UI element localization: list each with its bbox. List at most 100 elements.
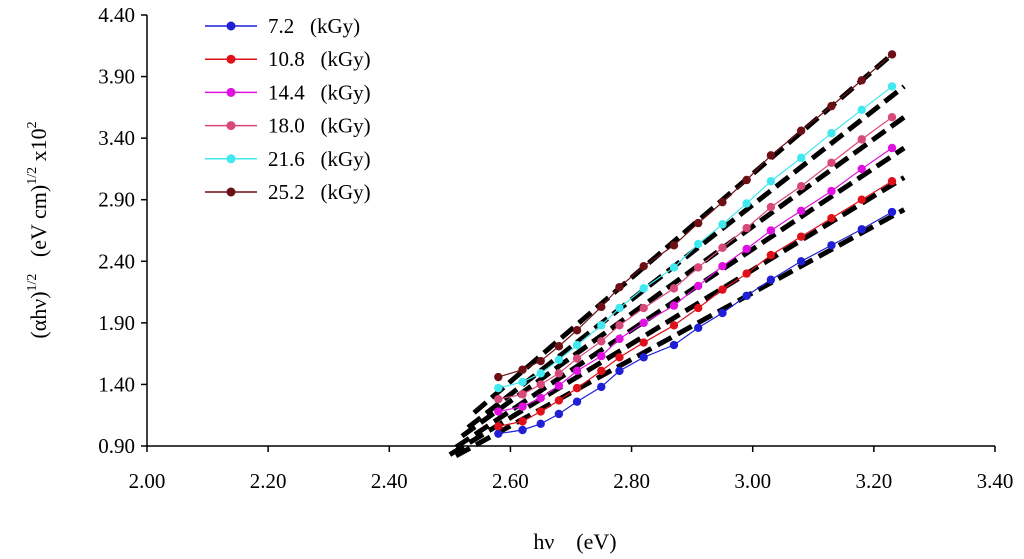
legend-label: 25.2 (kGy) xyxy=(268,180,371,204)
legend-label: 21.6 (kGy) xyxy=(268,147,371,171)
fit-line-1 xyxy=(454,207,906,459)
y-tick-label: 1.90 xyxy=(98,311,135,335)
data-point xyxy=(518,402,527,411)
y-title-sup-1: 1/2 xyxy=(25,274,40,292)
legend-marker xyxy=(226,21,236,31)
legend-label: 7.2 (kGy) xyxy=(268,14,360,38)
legend-label: 14.4 (kGy) xyxy=(268,80,371,104)
data-point xyxy=(827,101,836,111)
data-point xyxy=(796,257,806,266)
legend-marker xyxy=(226,187,236,197)
legend-marker xyxy=(226,87,236,97)
data-point xyxy=(536,356,545,366)
data-point xyxy=(494,422,503,431)
data-point xyxy=(742,269,751,278)
data-point xyxy=(766,177,776,186)
y-title-part-2: (eV cm) xyxy=(26,185,51,257)
data-point xyxy=(766,226,776,235)
data-point xyxy=(694,218,703,228)
x-tick-label: 2.20 xyxy=(250,469,287,493)
data-point xyxy=(742,223,751,233)
svg-text:(αhν)1/2 (eV cm)1/2 x102: (αhν)1/2 (eV cm)1/2 x102 xyxy=(25,121,51,338)
data-point xyxy=(572,354,582,363)
legend-item: 10.8 (kGy) xyxy=(205,47,371,71)
data-point xyxy=(718,197,727,207)
data-point xyxy=(742,175,751,185)
data-point xyxy=(669,284,679,293)
y-tick-label: 3.40 xyxy=(98,126,135,150)
data-point xyxy=(766,202,776,212)
data-point xyxy=(554,355,564,364)
data-point xyxy=(766,151,776,160)
x-tick-label: 2.00 xyxy=(129,469,166,493)
tick-labels: 2.00 2.20 2.40 2.60 2.80 3.00 3.20 3.40 0.90 1.40… xyxy=(98,3,1013,493)
data-point xyxy=(718,243,727,252)
data-point xyxy=(669,241,679,250)
y-tick-label: 4.40 xyxy=(98,3,135,27)
data-point xyxy=(796,206,806,215)
data-point xyxy=(494,383,503,393)
data-point xyxy=(597,366,606,376)
series-5 xyxy=(494,82,897,393)
data-point xyxy=(572,326,582,335)
y-tick-label: 0.90 xyxy=(98,434,135,458)
data-point xyxy=(669,321,679,330)
x-tick-label: 3.20 xyxy=(855,469,892,493)
data-point xyxy=(615,282,624,292)
y-title-part-1: (αhν) xyxy=(26,291,51,338)
data-point xyxy=(766,275,776,284)
data-point xyxy=(536,393,545,403)
legend-marker xyxy=(226,54,236,64)
data-point xyxy=(639,318,648,328)
data-point xyxy=(718,285,727,294)
legend-marker xyxy=(226,154,236,164)
y-tick-label: 2.90 xyxy=(98,188,135,212)
y-tick-label: 1.40 xyxy=(98,372,135,396)
x-tick-label: 3.00 xyxy=(734,469,771,493)
data-point xyxy=(887,207,897,217)
data-point xyxy=(639,338,648,347)
data-point xyxy=(494,407,503,416)
data-point xyxy=(536,419,545,429)
data-point xyxy=(669,340,679,350)
data-point xyxy=(718,220,727,229)
data-point xyxy=(554,342,564,351)
data-point xyxy=(494,372,503,382)
fit-line-4 xyxy=(460,115,906,439)
data-point xyxy=(857,135,866,144)
series-3 xyxy=(494,143,897,416)
data-point xyxy=(796,181,806,191)
data-point xyxy=(554,369,564,378)
data-point xyxy=(554,381,564,390)
y-title-sup-2: 1/2 xyxy=(25,167,40,185)
data-point xyxy=(518,365,527,374)
data-point xyxy=(494,395,503,404)
data-series xyxy=(494,50,897,438)
data-point xyxy=(742,291,751,300)
series-6 xyxy=(494,50,897,382)
data-point xyxy=(639,303,648,313)
data-point xyxy=(766,250,776,260)
data-point xyxy=(536,380,545,389)
x-axis-title: hν (eV) xyxy=(533,529,616,554)
legend-item: 21.6 (kGy) xyxy=(205,147,371,171)
data-point xyxy=(615,353,624,362)
data-point xyxy=(572,397,582,406)
data-point xyxy=(518,417,527,426)
data-point xyxy=(718,308,727,318)
data-point xyxy=(597,382,606,392)
data-point xyxy=(694,263,703,272)
data-point xyxy=(615,366,624,376)
x-tick-label: 2.40 xyxy=(371,469,408,493)
data-point xyxy=(536,407,545,416)
data-point xyxy=(518,390,527,399)
legend-marker xyxy=(226,121,236,131)
series-4 xyxy=(494,113,897,404)
data-point xyxy=(694,323,703,332)
fit-line-3 xyxy=(454,145,906,450)
y-tick-label: 2.40 xyxy=(98,249,135,273)
y-title-sup-3: 2 xyxy=(25,121,40,128)
data-point xyxy=(615,334,624,344)
data-point xyxy=(857,164,866,174)
